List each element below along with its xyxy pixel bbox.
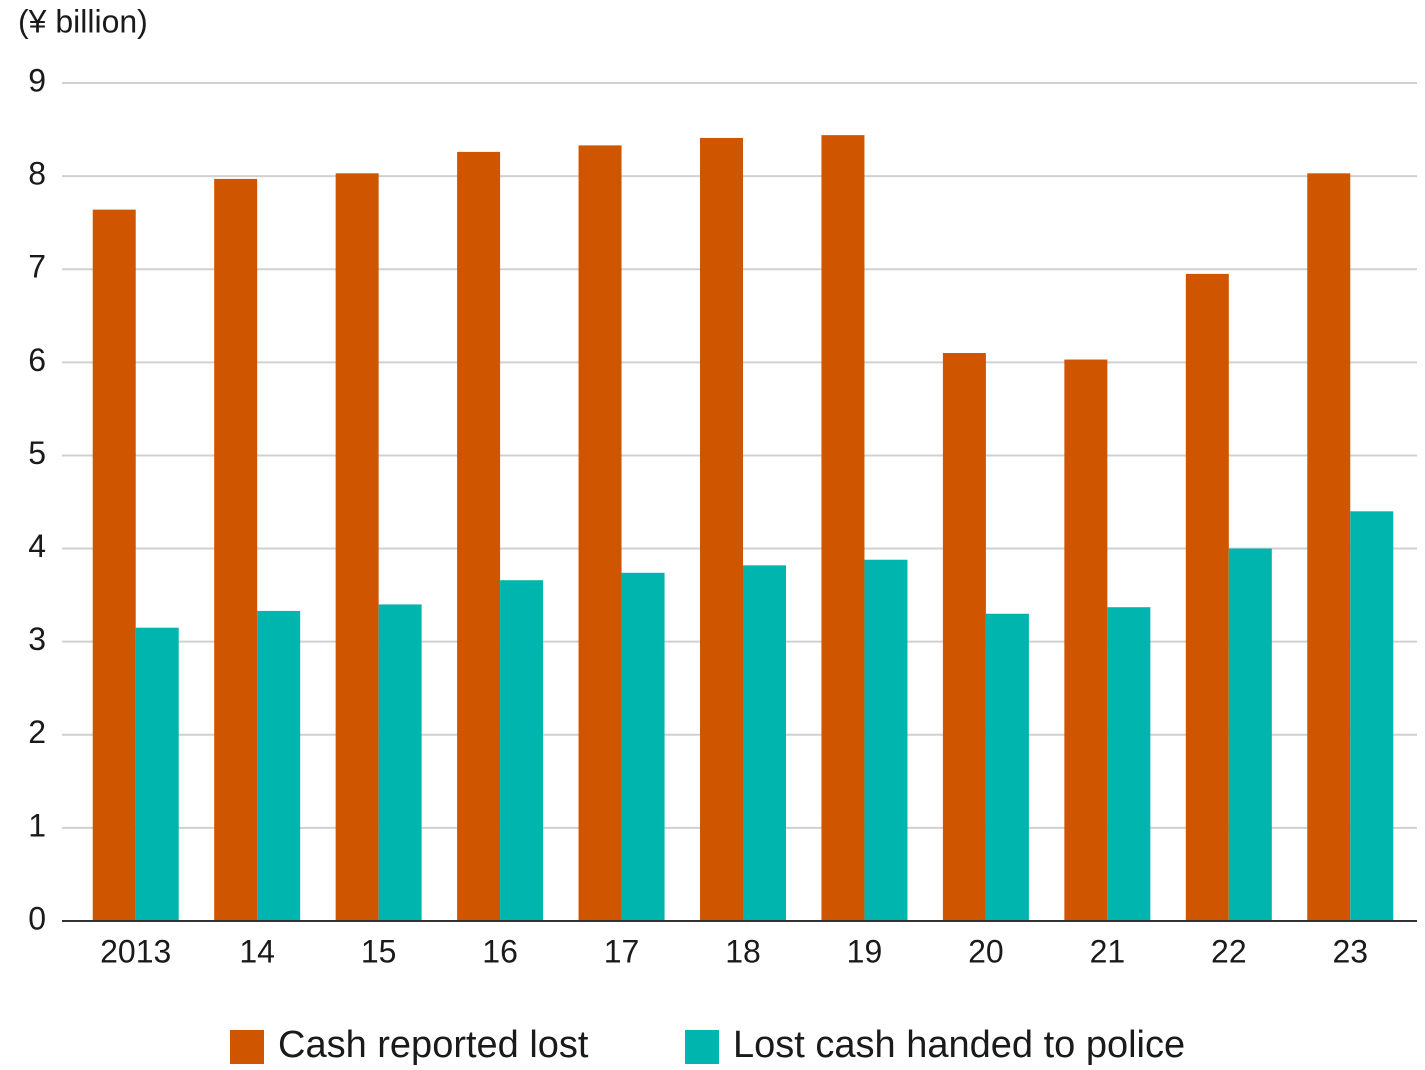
bar — [700, 137, 743, 922]
bar — [378, 604, 422, 921]
y-tick-label: 5 — [28, 435, 46, 471]
bar — [1107, 607, 1151, 921]
y-tick-label: 8 — [28, 156, 46, 192]
bar — [1307, 173, 1351, 922]
x-tick-label: 2013 — [100, 933, 171, 969]
legend-swatch — [230, 1030, 264, 1064]
y-tick-label: 1 — [28, 807, 46, 843]
bar — [214, 178, 258, 922]
bar — [135, 627, 179, 921]
x-tick-label: 18 — [725, 933, 761, 969]
bar — [1185, 273, 1229, 921]
bar — [1064, 359, 1108, 921]
x-tick-label: 17 — [604, 933, 640, 969]
y-tick-label: 9 — [28, 62, 46, 98]
legend-label: Cash reported lost — [278, 1024, 589, 1066]
bar — [457, 151, 501, 921]
y-tick-label: 3 — [28, 621, 46, 657]
x-tick-label: 19 — [847, 933, 883, 969]
y-tick-label: 2 — [28, 714, 46, 750]
bar — [1228, 548, 1272, 921]
bar — [743, 565, 786, 921]
y-tick-label: 4 — [28, 528, 46, 564]
bar — [942, 353, 986, 921]
bar — [500, 580, 544, 921]
bar — [864, 559, 908, 921]
x-tick-label: 22 — [1211, 933, 1247, 969]
y-axis-label: (¥ billion) — [18, 3, 148, 39]
x-tick-label: 23 — [1332, 933, 1368, 969]
x-tick-label: 21 — [1090, 933, 1126, 969]
legend-swatch — [685, 1030, 719, 1064]
bar — [1350, 511, 1394, 921]
y-tick-label: 6 — [28, 342, 46, 378]
bar — [985, 613, 1029, 921]
x-tick-label: 14 — [239, 933, 275, 969]
y-tick-label: 0 — [28, 900, 46, 936]
x-tick-label: 16 — [482, 933, 518, 969]
legend-label: Lost cash handed to police — [733, 1024, 1185, 1066]
bar — [821, 135, 865, 922]
bar — [335, 173, 379, 922]
bar — [578, 145, 622, 921]
bar — [257, 610, 301, 921]
y-tick-label: 7 — [28, 249, 46, 285]
x-tick-label: 15 — [361, 933, 397, 969]
bar — [92, 209, 136, 921]
x-tick-label: 20 — [968, 933, 1004, 969]
bar — [621, 572, 665, 921]
